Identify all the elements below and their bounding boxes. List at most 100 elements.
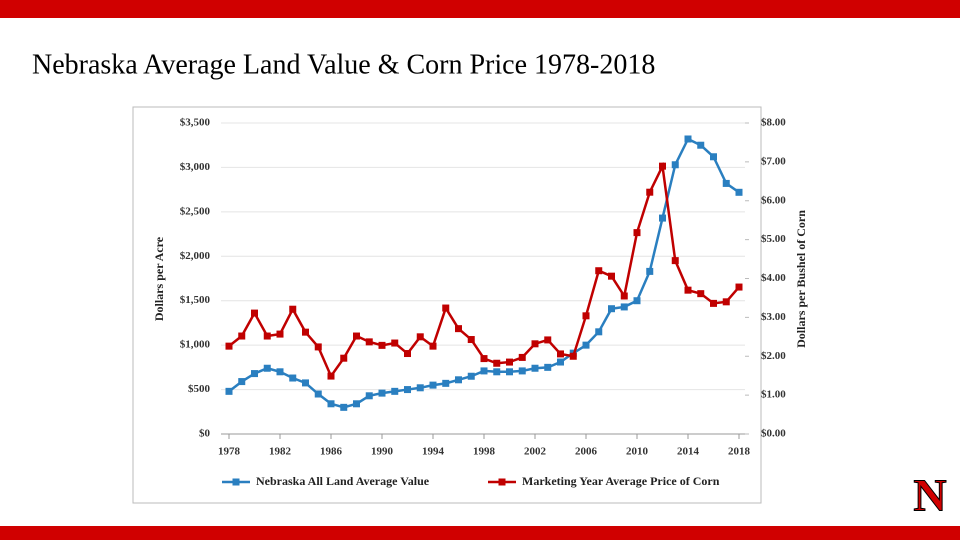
y-tick-label: $3,500 (180, 117, 211, 129)
y-tick-label: $2,500 (180, 205, 211, 217)
point (302, 328, 309, 336)
point (404, 350, 411, 358)
y-axis-label: Dollars per Acre (152, 236, 166, 321)
point (378, 341, 386, 349)
point (620, 303, 628, 311)
x-tick-label: 2010 (626, 446, 649, 458)
point (480, 367, 488, 375)
point (735, 283, 743, 291)
point (251, 309, 258, 317)
logo: N (913, 470, 946, 521)
point (557, 350, 564, 358)
bottom-bar (0, 526, 960, 540)
point (251, 370, 258, 378)
point (697, 290, 705, 298)
point (722, 179, 730, 187)
y2-tick-label: $3.00 (761, 311, 786, 323)
point (416, 384, 424, 392)
legend-marker (498, 478, 506, 486)
point (684, 135, 692, 143)
x-tick-label: 2014 (677, 446, 700, 458)
x-tick-label: 2006 (575, 446, 598, 458)
point (314, 343, 322, 351)
point (429, 342, 437, 350)
point (633, 297, 641, 305)
point (238, 378, 246, 386)
point (518, 353, 526, 361)
point (378, 389, 386, 397)
point (314, 390, 322, 398)
x-tick-label: 1982 (269, 446, 292, 458)
x-tick-label: 2018 (728, 446, 751, 458)
point (442, 379, 450, 387)
point (646, 188, 654, 196)
y2-tick-label: $6.00 (761, 194, 786, 206)
point (225, 342, 233, 350)
point (416, 333, 424, 341)
point (480, 355, 488, 363)
point (531, 364, 539, 372)
y-tick-label: $2,000 (180, 250, 211, 262)
point (404, 386, 411, 394)
point (595, 267, 603, 275)
point (684, 286, 692, 294)
y-tick-label: $1,500 (180, 294, 211, 306)
y2-tick-label: $1.00 (761, 389, 786, 401)
point (365, 392, 373, 400)
point (289, 305, 297, 313)
point (582, 341, 590, 349)
point (276, 368, 284, 376)
point (531, 340, 539, 348)
point (340, 354, 348, 362)
y-tick-label: $3,000 (180, 161, 211, 173)
point (289, 374, 297, 382)
point (646, 267, 654, 275)
point (225, 387, 233, 395)
point (518, 367, 526, 375)
point (340, 403, 348, 411)
point (467, 336, 475, 344)
point (353, 332, 360, 340)
point (710, 299, 717, 307)
point (544, 336, 552, 344)
point (659, 162, 666, 170)
point (302, 379, 309, 387)
point (353, 400, 360, 408)
point (671, 161, 679, 169)
point (697, 141, 705, 149)
point (467, 372, 475, 380)
x-tick-label: 1990 (371, 446, 394, 458)
point (595, 328, 603, 336)
point (391, 387, 399, 395)
x-tick-label: 1978 (218, 446, 241, 458)
x-tick-label: 1986 (320, 446, 343, 458)
point (493, 368, 501, 376)
point (608, 305, 615, 313)
point (506, 358, 513, 366)
point (365, 338, 373, 346)
point (608, 272, 615, 280)
point (327, 400, 335, 408)
point (544, 363, 552, 371)
y2-tick-label: $7.00 (761, 155, 786, 167)
point (238, 332, 246, 340)
point (735, 188, 743, 196)
point (633, 229, 641, 237)
y-tick-label: $0 (199, 428, 211, 440)
x-tick-label: 1998 (473, 446, 496, 458)
x-tick-label: 1994 (422, 446, 445, 458)
point (620, 292, 628, 300)
y2-tick-label: $2.00 (761, 350, 786, 362)
y-tick-label: $1,000 (180, 339, 211, 351)
point (455, 376, 462, 384)
top-bar (0, 0, 960, 18)
y-tick-label: $500 (188, 383, 211, 395)
point (557, 358, 564, 366)
point (710, 153, 717, 161)
point (455, 325, 462, 333)
point (442, 304, 450, 312)
point (722, 298, 730, 306)
y2-tick-label: $8.00 (761, 117, 786, 129)
point (493, 359, 501, 367)
